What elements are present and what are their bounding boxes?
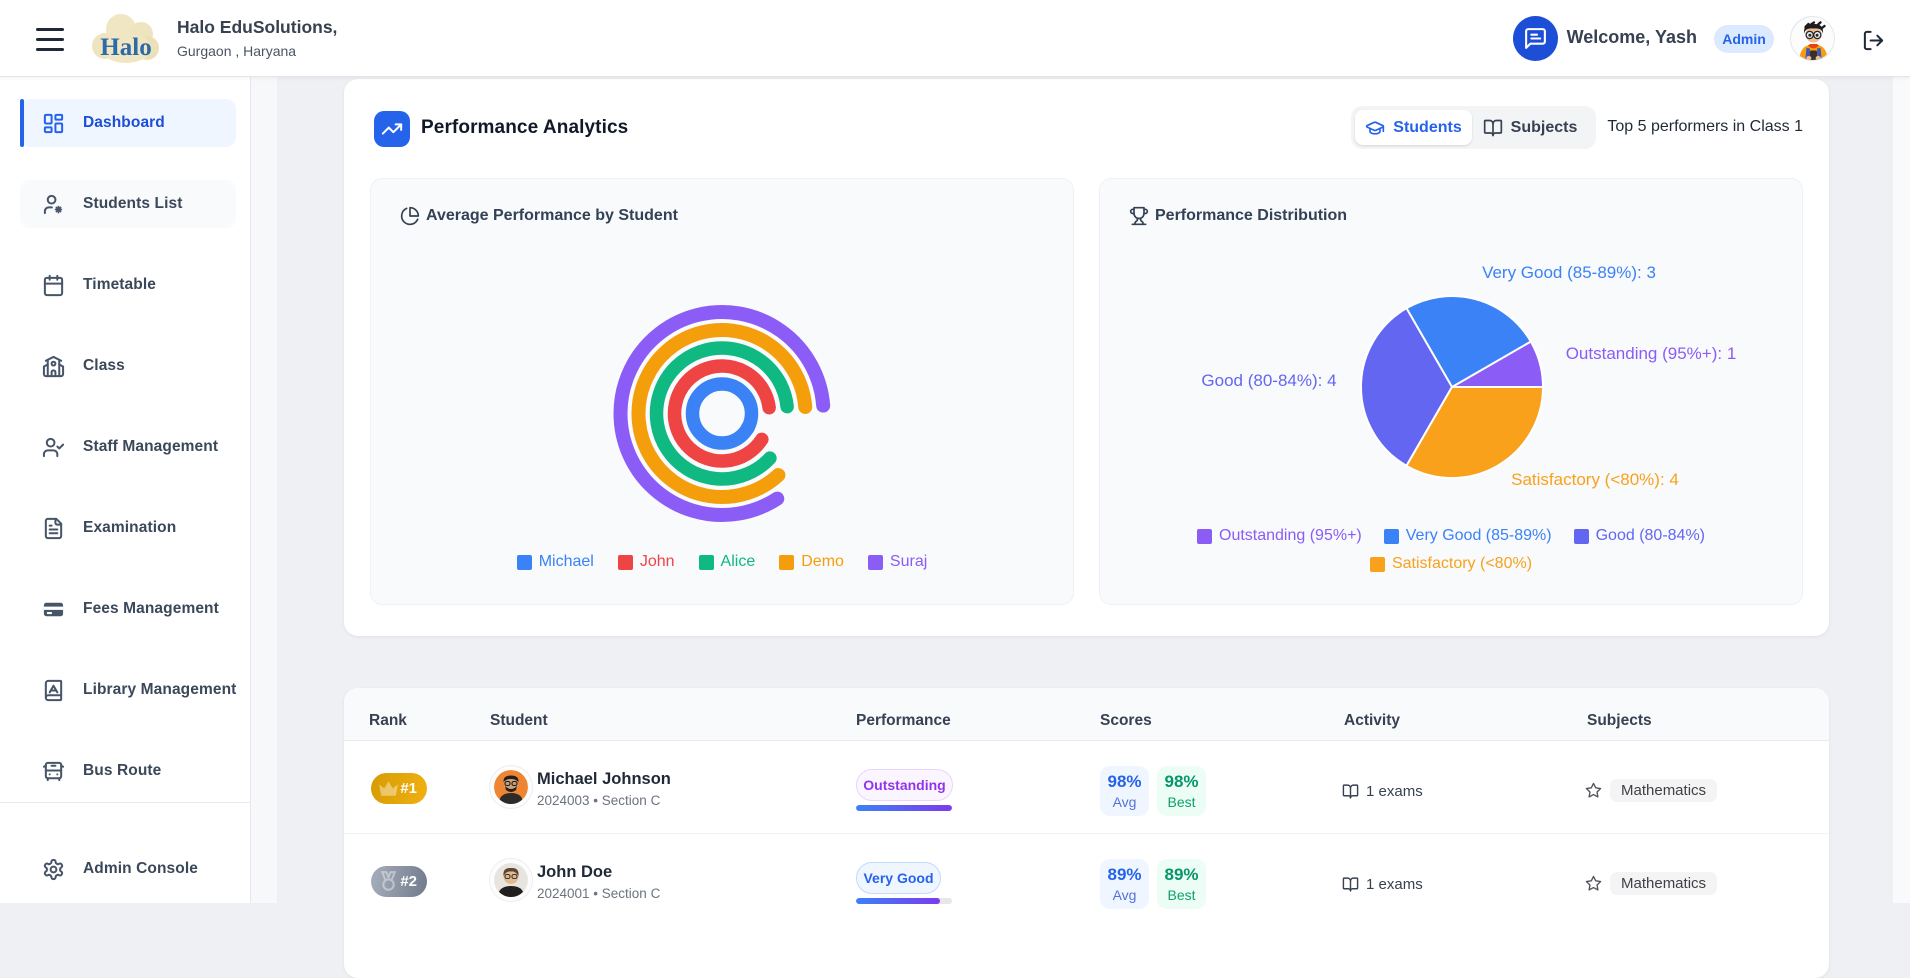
svg-text:Halo: Halo [100,34,151,61]
